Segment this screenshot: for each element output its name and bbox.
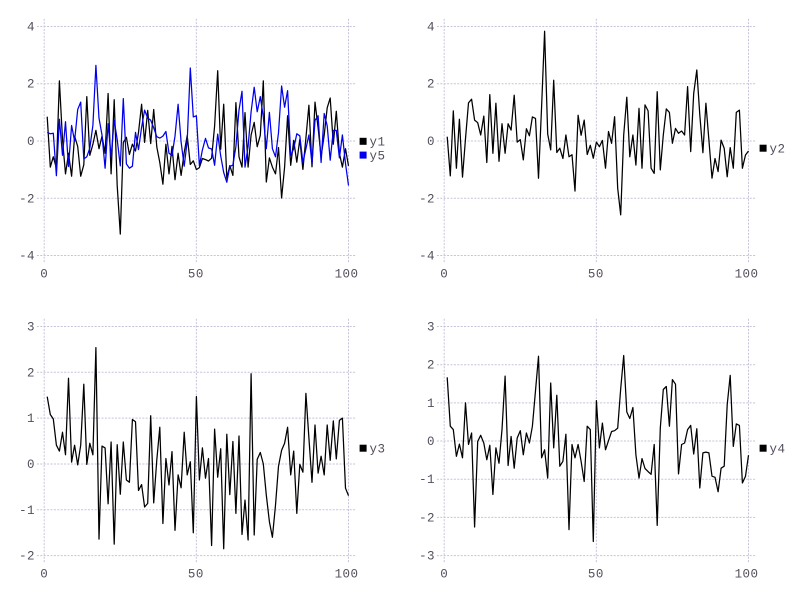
svg-text:-1: -1: [419, 473, 435, 487]
svg-text:y5: y5: [370, 149, 386, 163]
svg-text:y2: y2: [770, 143, 786, 157]
svg-text:50: 50: [588, 567, 604, 581]
svg-text:0: 0: [427, 435, 435, 449]
svg-text:-2: -2: [19, 192, 35, 206]
svg-text:0: 0: [27, 458, 35, 472]
svg-text:0: 0: [40, 267, 48, 281]
svg-text:-2: -2: [419, 511, 435, 525]
svg-text:50: 50: [188, 567, 204, 581]
svg-text:2: 2: [27, 78, 35, 92]
svg-text:2: 2: [27, 366, 35, 380]
svg-text:4: 4: [27, 20, 35, 34]
svg-text:100: 100: [735, 567, 759, 581]
svg-text:0: 0: [440, 567, 448, 581]
svg-text:50: 50: [588, 267, 604, 281]
svg-text:4: 4: [427, 20, 435, 34]
svg-text:0: 0: [440, 267, 448, 281]
svg-text:1: 1: [27, 412, 35, 426]
svg-text:50: 50: [188, 267, 204, 281]
svg-text:y1: y1: [370, 136, 386, 150]
svg-text:1: 1: [427, 397, 435, 411]
svg-text:-2: -2: [419, 192, 435, 206]
svg-text:3: 3: [427, 321, 435, 335]
svg-text:y4: y4: [770, 443, 786, 457]
svg-text:100: 100: [335, 267, 359, 281]
svg-text:100: 100: [735, 267, 759, 281]
svg-text:0: 0: [427, 135, 435, 149]
svg-text:2: 2: [427, 359, 435, 373]
svg-text:-4: -4: [19, 250, 35, 264]
svg-text:100: 100: [335, 567, 359, 581]
svg-text:3: 3: [27, 320, 35, 334]
svg-text:0: 0: [27, 135, 35, 149]
svg-text:-1: -1: [19, 504, 35, 518]
svg-text:2: 2: [427, 78, 435, 92]
svg-text:y3: y3: [370, 443, 386, 457]
svg-text:-3: -3: [419, 550, 435, 564]
svg-text:-4: -4: [419, 250, 435, 264]
svg-text:0: 0: [40, 567, 48, 581]
svg-text:-2: -2: [19, 550, 35, 564]
